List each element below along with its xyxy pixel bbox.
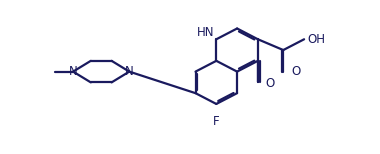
Text: OH: OH — [307, 33, 325, 46]
Text: N: N — [125, 65, 134, 78]
Text: O: O — [266, 77, 275, 90]
Text: N: N — [69, 65, 78, 78]
Text: O: O — [291, 65, 300, 78]
Text: F: F — [213, 115, 220, 128]
Text: HN: HN — [196, 26, 214, 39]
